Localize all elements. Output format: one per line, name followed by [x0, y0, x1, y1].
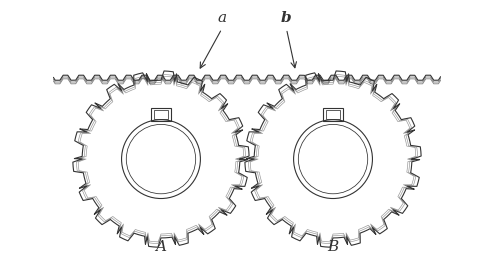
- Bar: [154, 110, 168, 119]
- Text: A: A: [156, 240, 166, 254]
- Bar: [326, 110, 340, 119]
- Text: a: a: [217, 11, 226, 25]
- Text: B: B: [328, 240, 339, 254]
- Bar: [323, 108, 343, 121]
- Text: b: b: [281, 11, 292, 25]
- Bar: [151, 108, 171, 121]
